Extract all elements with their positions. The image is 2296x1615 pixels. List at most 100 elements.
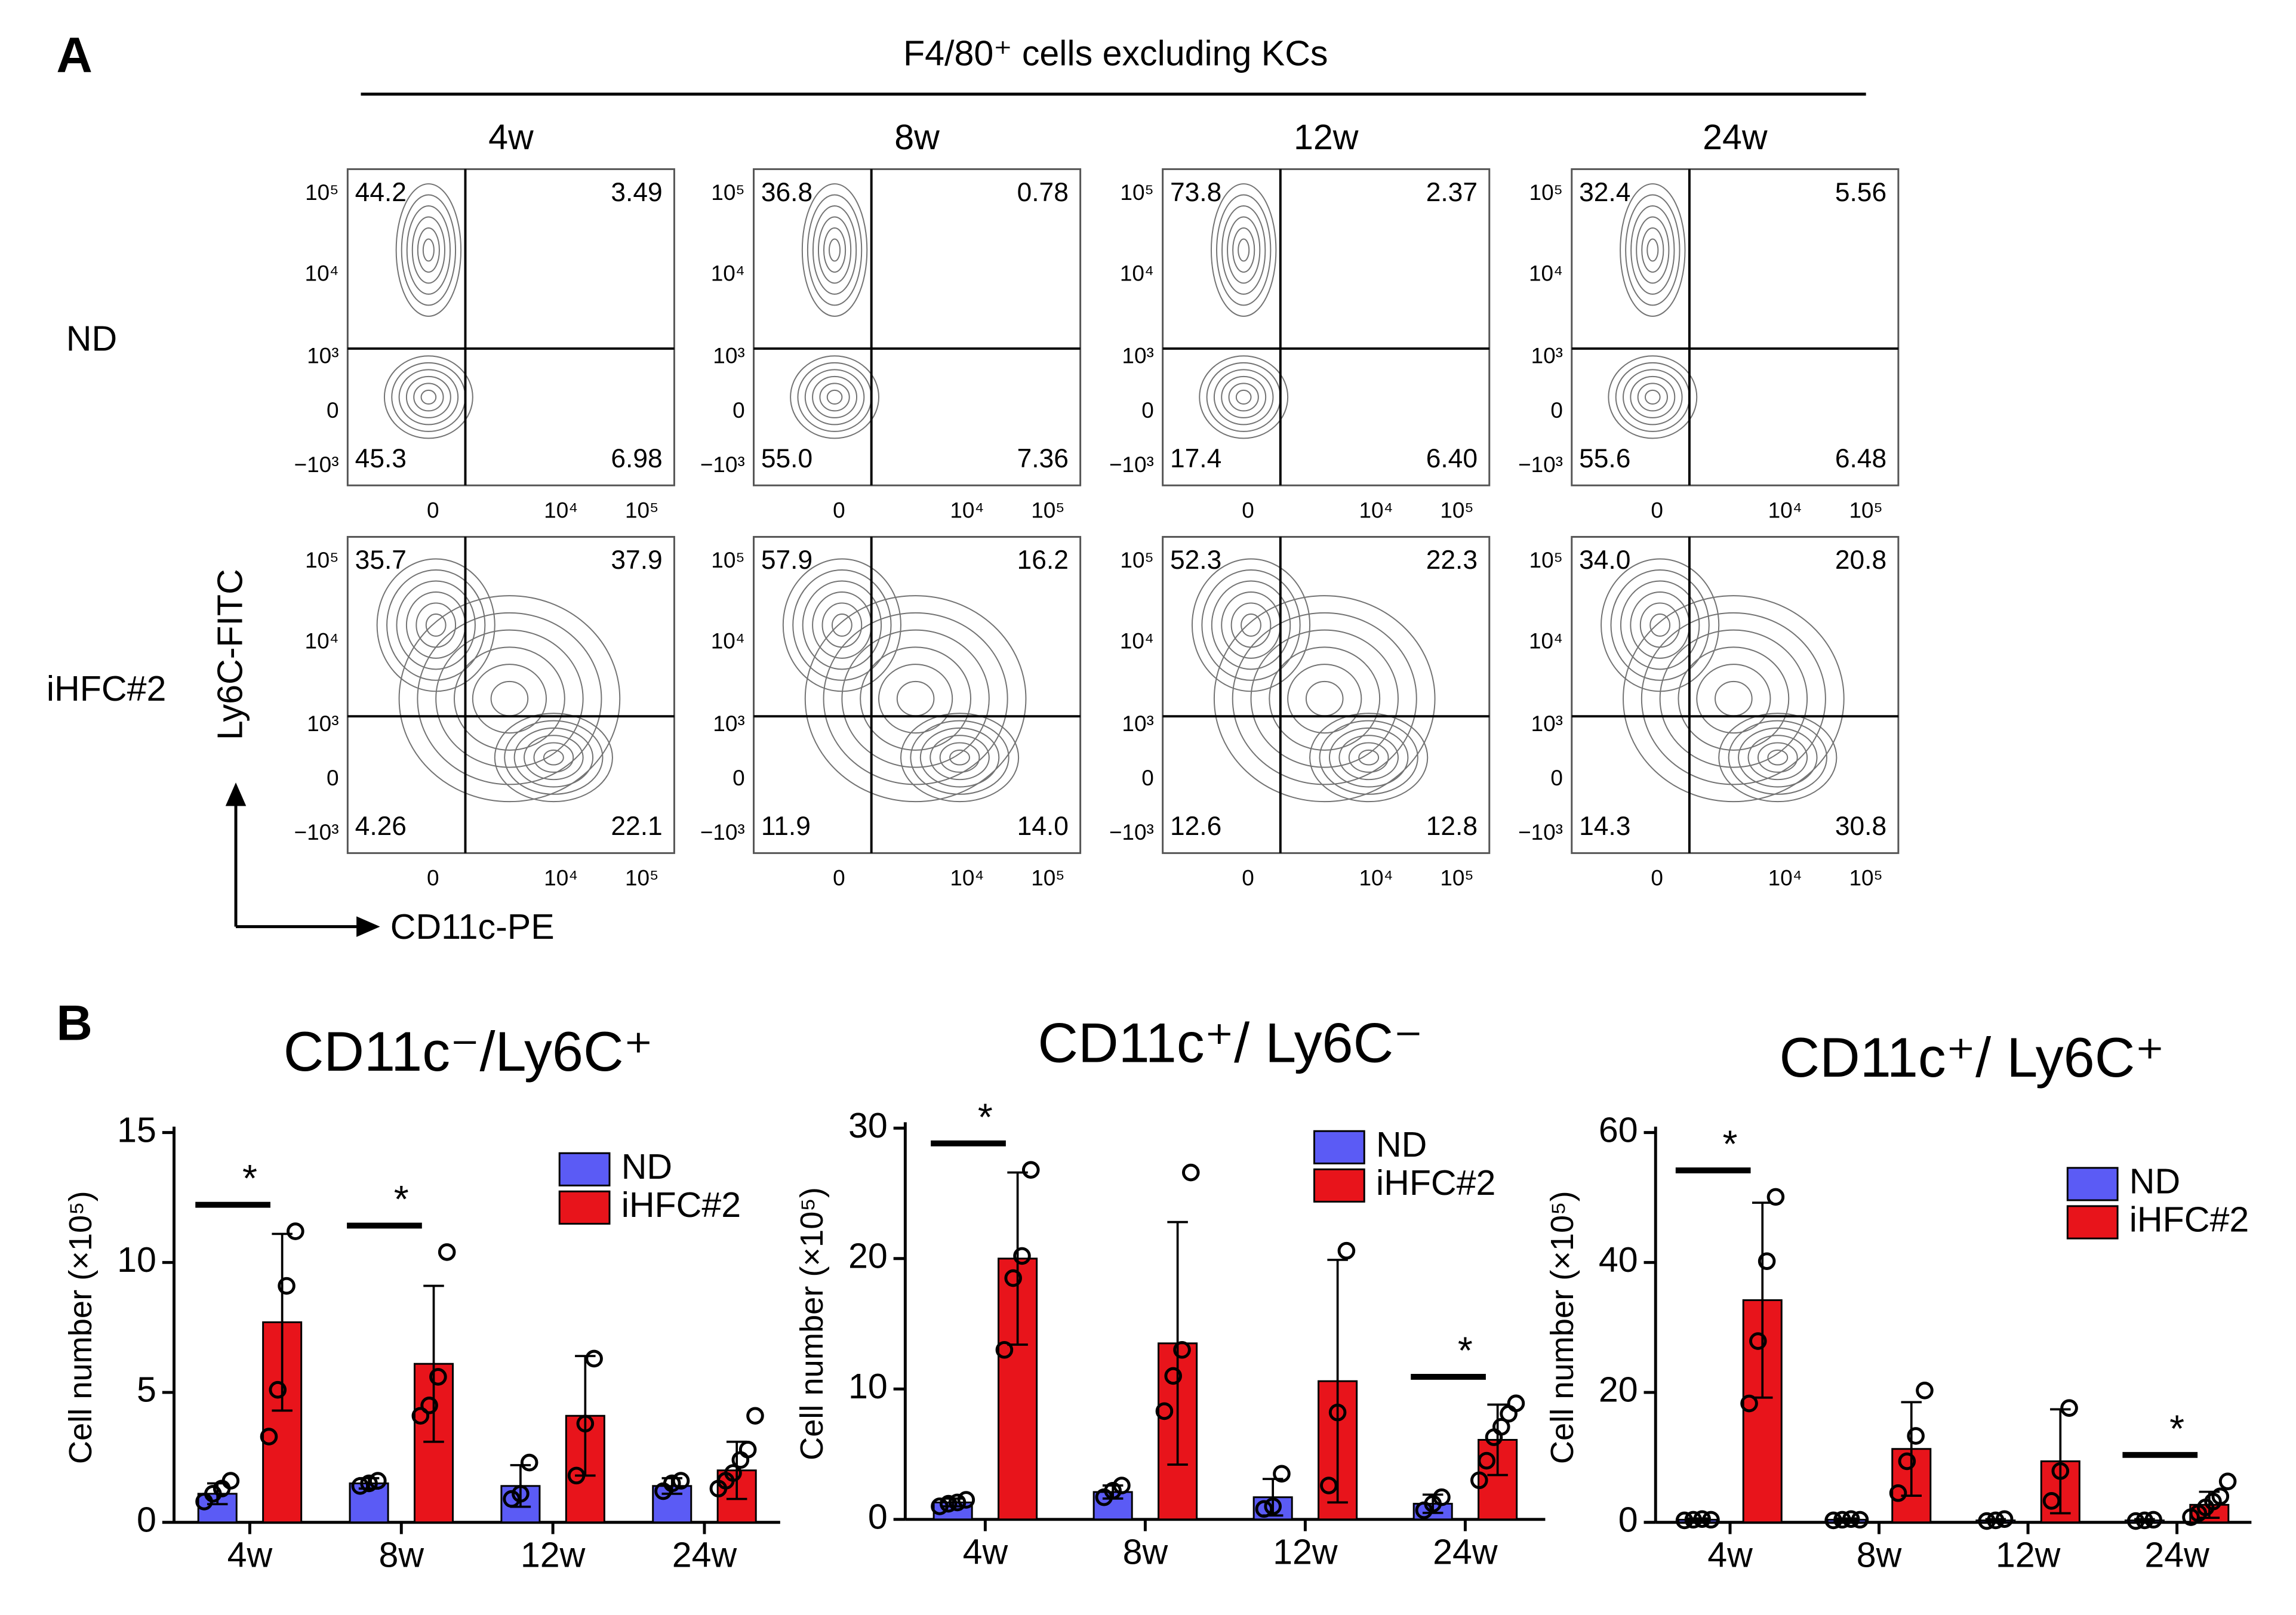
arrow-heads: [225, 782, 380, 937]
data-point: [738, 1441, 757, 1459]
data-point: [1328, 1403, 1347, 1422]
data-point: [672, 1472, 690, 1490]
contour: [1213, 369, 1274, 426]
data-point: [2144, 1511, 2162, 1529]
data-point: [585, 1349, 603, 1368]
contour: [425, 613, 447, 637]
x-tick-label: 0: [427, 498, 439, 522]
legend-swatch: [558, 1190, 611, 1225]
quadrant-value: 16.2: [1017, 545, 1069, 575]
y-tick-label: 10⁴: [1529, 629, 1563, 654]
x-tick-label: 10⁵: [625, 498, 658, 522]
significance-label: *: [242, 1157, 257, 1200]
contour: [494, 713, 613, 803]
contour: [1328, 727, 1409, 788]
y-tick-label: −10³: [1109, 452, 1154, 477]
contour: [1191, 558, 1311, 692]
data-point: [2218, 1472, 2237, 1490]
contours: [1601, 558, 1845, 803]
y-tick-label: 0: [732, 398, 745, 423]
contours: [1199, 183, 1289, 439]
flow-header: F4/80⁺ cells excluding KCs: [903, 33, 1328, 73]
legend-swatch: [1313, 1130, 1365, 1164]
data-point: [1824, 1511, 1842, 1530]
data-point: [1492, 1417, 1510, 1436]
contour: [1738, 727, 1818, 788]
legend-label: iHFC#2: [1376, 1163, 1495, 1203]
quadrant-value: 30.8: [1835, 812, 1886, 841]
row-label: ND: [66, 318, 117, 358]
data-point: [2042, 1492, 2061, 1510]
data-point: [1320, 1477, 1338, 1494]
quadrant-value: 34.0: [1579, 545, 1630, 575]
x-tick-label: 0: [833, 866, 845, 890]
quadrant-value: 55.6: [1579, 444, 1630, 473]
data-point: [1684, 1511, 1703, 1529]
contour: [472, 664, 547, 734]
contour: [812, 205, 857, 295]
contour: [1649, 613, 1671, 637]
data-point: [411, 1407, 430, 1425]
x-tick-label: 10⁴: [1768, 866, 1802, 890]
x-tick-label: 10⁴: [1768, 498, 1802, 522]
contour: [1641, 612, 1826, 785]
y-tick-label: 10³: [307, 711, 338, 736]
y-tick-label: 10⁵: [305, 180, 338, 205]
x-tick-label: 4w: [963, 1532, 1008, 1572]
contour: [405, 591, 466, 659]
x-tick-label: 0: [427, 866, 439, 890]
axis-arrows: [234, 802, 361, 929]
quadrant-value: 44.2: [355, 178, 407, 207]
quadrant-value: 14.0: [1017, 812, 1069, 841]
data-point: [1104, 1481, 1122, 1500]
y-tick-label: 0: [868, 1496, 888, 1536]
data-point: [420, 1397, 438, 1414]
quadrant-value: 2.37: [1426, 178, 1478, 207]
quadrant-value: 6.98: [611, 444, 662, 473]
contour: [1728, 720, 1827, 795]
data-point: [1004, 1269, 1022, 1287]
contour: [1610, 569, 1710, 681]
y-tick-label: 0: [1618, 1499, 1638, 1539]
data-point: [520, 1453, 538, 1472]
y-tick-label: 15: [117, 1109, 156, 1149]
contour: [1210, 183, 1277, 317]
x-tick-label: 12w: [1996, 1535, 2061, 1575]
data-point: [746, 1407, 764, 1425]
x-tick-label: 10⁴: [544, 866, 578, 890]
data-point: [1833, 1511, 1851, 1529]
contour: [860, 646, 972, 751]
data-point: [1675, 1511, 1694, 1530]
data-point: [1500, 1405, 1518, 1423]
data-point: [260, 1428, 278, 1446]
contour: [383, 355, 473, 439]
quadrant-value: 14.3: [1579, 812, 1630, 841]
chart-title: CD11c⁻/Ly6C⁺: [284, 1020, 653, 1083]
contours: [1191, 558, 1436, 803]
data-point: [1995, 1510, 2014, 1528]
contour: [826, 389, 843, 405]
data-point: [1916, 1381, 1934, 1400]
plot-frame: [1162, 536, 1491, 854]
y-tick-label: 0: [137, 1499, 156, 1539]
contour: [513, 727, 594, 788]
contour: [1348, 742, 1389, 773]
contour: [930, 735, 990, 781]
contour: [1201, 569, 1301, 681]
contour: [398, 595, 621, 803]
contour: [1221, 375, 1267, 418]
y-tick-label: −10³: [294, 820, 339, 845]
contour: [1620, 183, 1686, 317]
y-tick-label: 10⁵: [305, 548, 338, 572]
data-point: [351, 1477, 370, 1495]
contour: [413, 383, 444, 412]
error-bar: [423, 1284, 444, 1443]
contour: [504, 720, 604, 795]
x-tick-label: 10⁵: [1849, 498, 1882, 522]
contour: [411, 216, 445, 284]
contour: [1623, 595, 1845, 803]
contour: [1358, 749, 1380, 766]
contour: [919, 727, 1000, 788]
y-tick-label: 0: [1141, 398, 1154, 423]
